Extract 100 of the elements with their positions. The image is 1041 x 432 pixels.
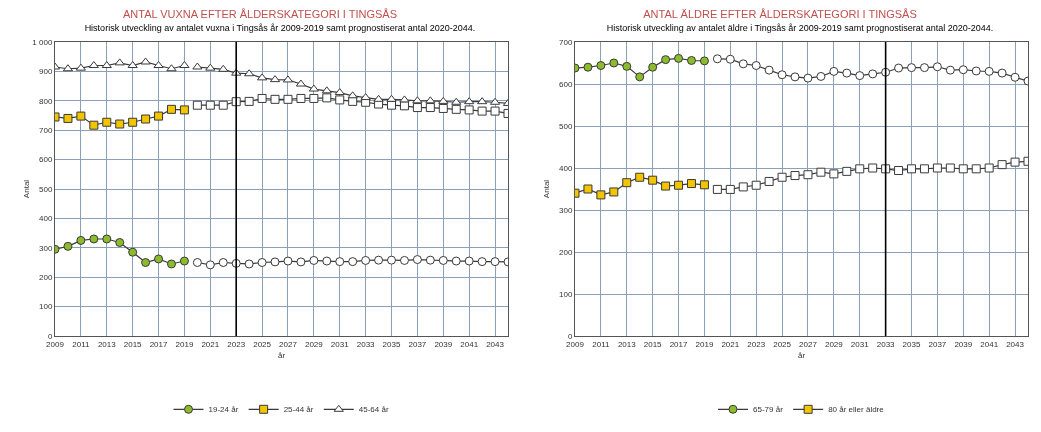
point (984, 66, 994, 76)
point (451, 104, 461, 114)
point (244, 96, 254, 106)
point (751, 61, 761, 71)
point (725, 54, 735, 64)
point (102, 117, 112, 127)
x-tick-label: 2023 (747, 339, 766, 349)
point (373, 94, 384, 102)
x-tick-label: 2029 (304, 339, 324, 349)
point (451, 97, 462, 105)
point (308, 84, 319, 92)
x-tick-label: 2015 (643, 339, 663, 349)
point (894, 63, 904, 73)
point (438, 96, 449, 104)
point (154, 254, 164, 264)
point (166, 104, 176, 114)
x-tick-label: 2021 (721, 339, 740, 349)
point (777, 172, 787, 182)
point (335, 95, 345, 105)
x-tick-label: 2031 (850, 339, 870, 349)
point (596, 61, 606, 71)
point (179, 105, 189, 115)
point (855, 71, 865, 81)
point (257, 93, 267, 103)
y-tick-label: 800 (39, 96, 53, 106)
point (192, 100, 202, 110)
point (387, 100, 397, 110)
point (115, 119, 125, 129)
point (347, 91, 358, 99)
point (412, 103, 422, 113)
point (829, 66, 839, 76)
point (686, 179, 696, 189)
point (140, 57, 151, 65)
legend-label: 45-64 år (358, 405, 389, 415)
x-tick-label: 2039 (434, 339, 453, 349)
point (63, 113, 73, 123)
x-tick-label: 2027 (279, 339, 298, 349)
point (399, 255, 409, 265)
point (438, 103, 448, 113)
y-tick-label: 700 (559, 37, 573, 47)
y-tick-label: 500 (559, 121, 573, 131)
point (997, 68, 1007, 78)
point (609, 187, 619, 197)
point (490, 106, 500, 116)
point (945, 163, 955, 173)
y-tick-label: 200 (39, 273, 53, 282)
point (477, 106, 487, 116)
point (971, 164, 981, 174)
x-axis-title: år (277, 350, 286, 360)
point (699, 180, 709, 190)
point (648, 62, 658, 72)
point (648, 175, 658, 185)
point (583, 62, 593, 72)
point (89, 120, 99, 130)
point (958, 164, 968, 174)
point (270, 257, 280, 267)
point (803, 73, 813, 83)
point (309, 255, 319, 265)
point (322, 256, 332, 266)
point (622, 178, 632, 188)
point (932, 62, 942, 72)
y-tick-label: 300 (559, 205, 573, 215)
x-tick-label: 2011 (72, 339, 91, 349)
point (686, 55, 696, 65)
point (790, 72, 800, 82)
point (166, 259, 176, 269)
point (141, 114, 151, 124)
point (205, 63, 216, 71)
x-tick-label: 2043 (1006, 339, 1025, 349)
point (76, 111, 86, 121)
y-tick-label: 600 (39, 155, 53, 165)
point (374, 255, 384, 265)
legend-label: 25-44 år (283, 405, 314, 415)
point (141, 258, 151, 267)
point (699, 56, 709, 66)
point (674, 180, 684, 190)
y-tick-label: 100 (39, 302, 53, 312)
point (712, 54, 722, 64)
y-tick-label: 200 (559, 247, 573, 257)
point (179, 61, 190, 69)
point (635, 172, 645, 182)
point (192, 62, 203, 70)
point (128, 117, 138, 127)
point (790, 171, 800, 181)
point (751, 180, 761, 190)
point (464, 256, 474, 266)
y-tick-label: 900 (39, 67, 53, 77)
y-tick-label: 700 (39, 126, 53, 135)
point (76, 235, 86, 245)
x-tick-label: 2019 (695, 339, 714, 349)
point (205, 260, 215, 270)
y-tick-label: 600 (559, 79, 573, 89)
point (348, 257, 358, 267)
point (622, 61, 632, 71)
y-tick-label: 500 (39, 184, 53, 194)
x-tick-label: 2013 (617, 339, 637, 349)
point (322, 93, 332, 103)
point (842, 68, 852, 78)
point (387, 255, 397, 265)
point (218, 64, 229, 72)
